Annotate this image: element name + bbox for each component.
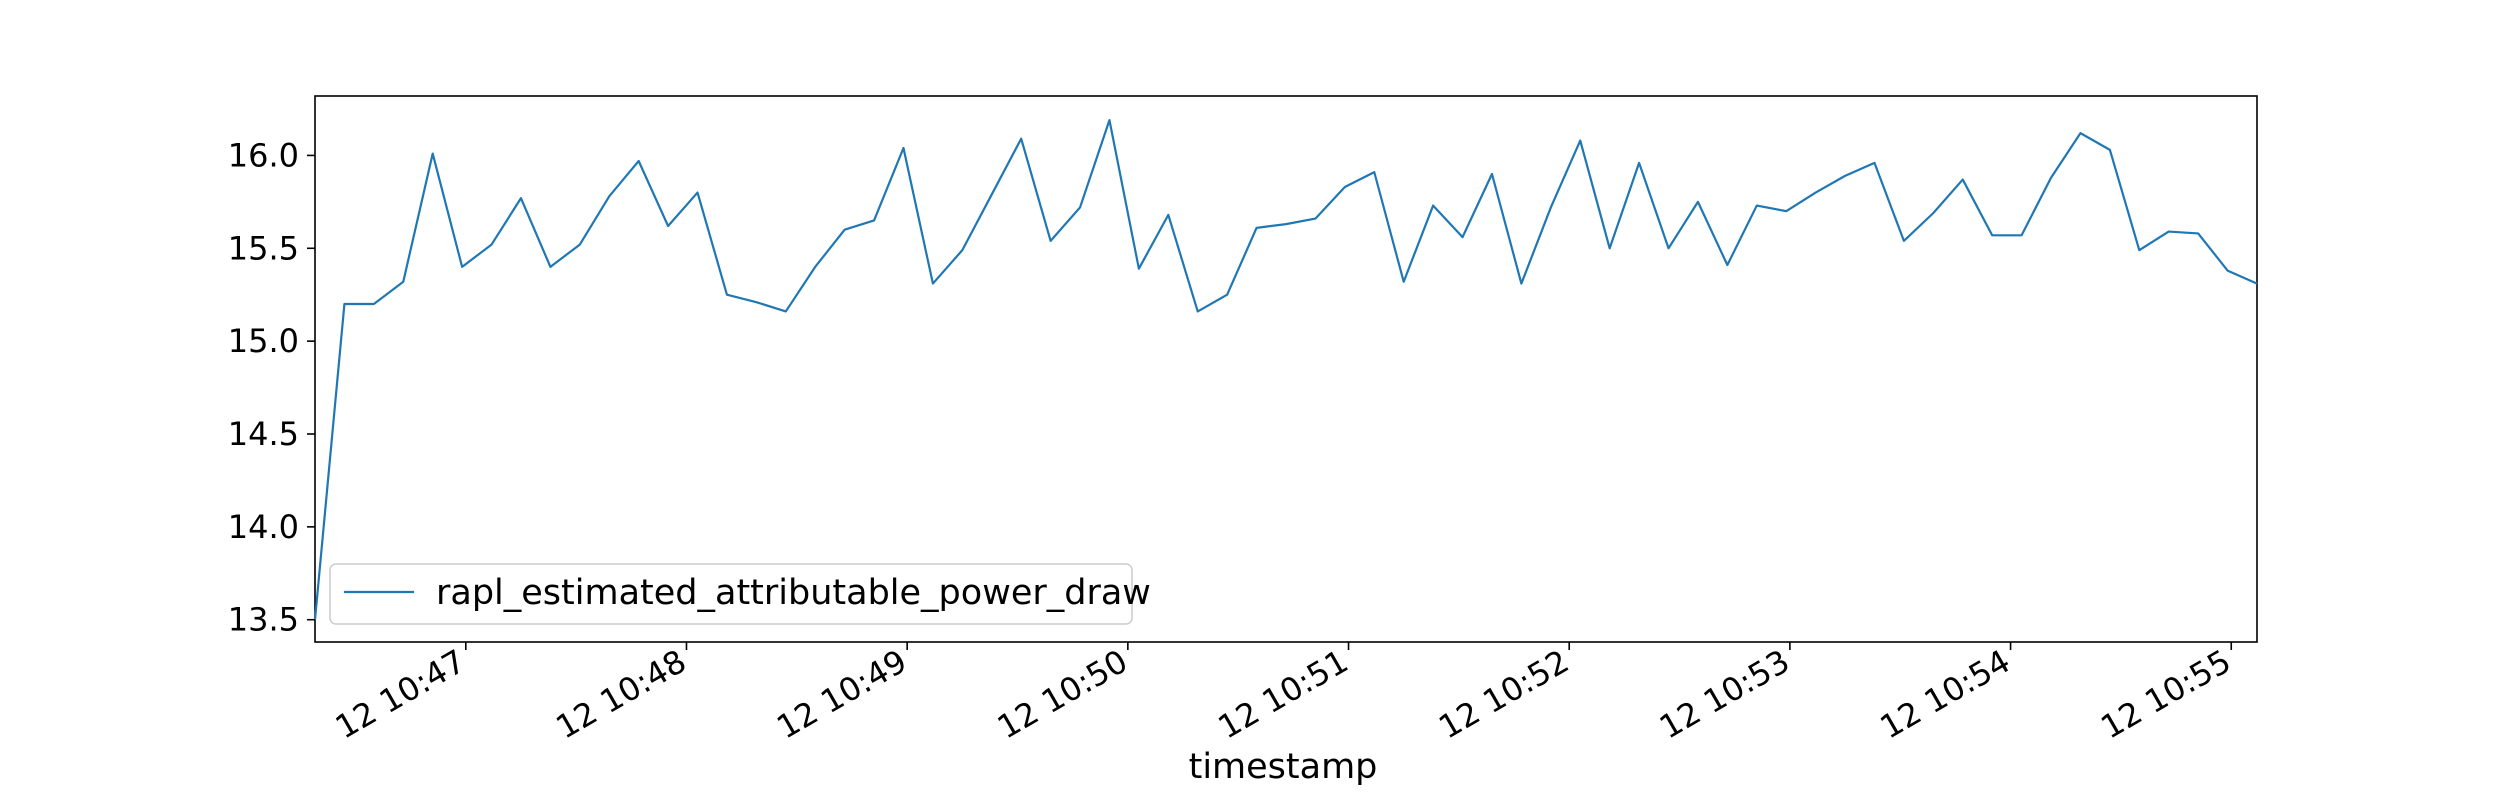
y-axis: 13.5 14.0 14.5 15.0 15.5 16.0 (228, 136, 315, 639)
y-tick-label: 15.5 (228, 229, 299, 267)
x-tick-label: 12 10:55 (2094, 642, 2237, 746)
x-tick-label: 12 10:54 (1874, 642, 2017, 746)
x-tick-label: 12 10:49 (770, 642, 913, 746)
x-tick-label: 12 10:47 (329, 642, 472, 746)
x-tick-label: 12 10:51 (1212, 642, 1355, 746)
y-tick-label: 14.0 (228, 508, 299, 546)
x-tick-label: 12 10:50 (991, 642, 1134, 746)
y-tick-label: 16.0 (228, 136, 299, 174)
plot-area (313, 95, 2258, 643)
legend-label: rapl_estimated_attributable_power_draw (436, 573, 1151, 613)
legend-box (329, 563, 1133, 625)
series-line (313, 119, 2258, 620)
legend: rapl_estimated_attributable_power_draw (329, 563, 1151, 625)
y-tick-label: 13.5 (228, 601, 299, 639)
x-tick-label: 12 10:48 (550, 642, 693, 746)
x-axis: 12 10:47 12 10:48 12 10:49 12 10:50 12 10:51… (329, 642, 2237, 746)
x-tick-label: 12 10:52 (1432, 642, 1575, 746)
plot-frame (314, 95, 2258, 643)
y-tick-label: 14.5 (228, 415, 299, 453)
x-axis-label: timestamp (1189, 747, 1378, 787)
x-tick-label: 12 10:53 (1653, 642, 1796, 746)
y-tick-label: 15.0 (228, 322, 299, 360)
